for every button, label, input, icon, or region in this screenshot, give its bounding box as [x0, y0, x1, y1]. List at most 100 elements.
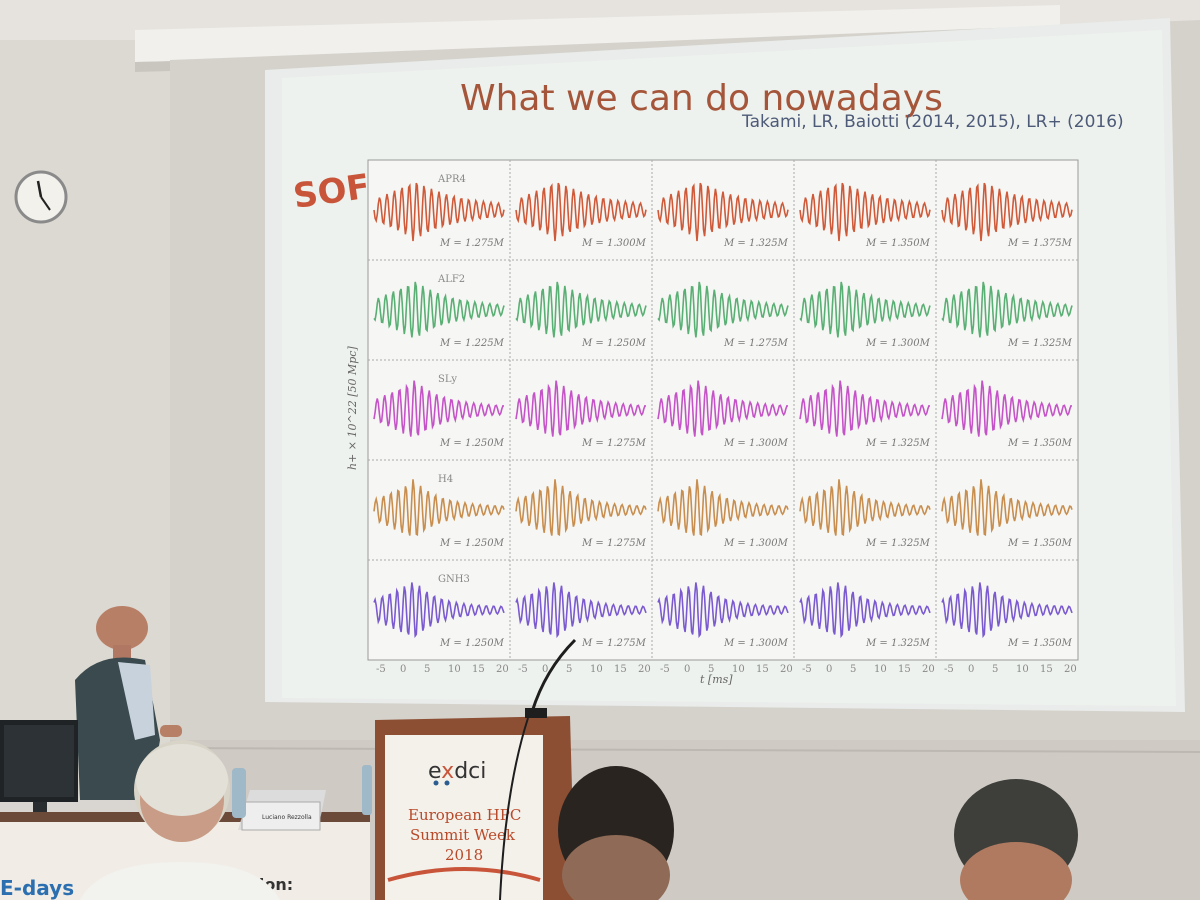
- x-tick-label: -5: [802, 664, 812, 675]
- waveform-trace: [941, 281, 1073, 338]
- panel-mass-label: M = 1.350M: [1007, 538, 1073, 549]
- waveform-trace: [941, 182, 1073, 242]
- panel-mass-label: M = 1.275M: [723, 338, 789, 349]
- waveform-trace: [657, 479, 789, 537]
- svg-text:Luciano Rezzolla: Luciano Rezzolla: [262, 814, 312, 821]
- waveform-trace: [515, 380, 647, 437]
- panel-mass-label: M = 1.350M: [1007, 638, 1073, 649]
- x-tick-label: -5: [376, 664, 386, 675]
- audience-member: [954, 779, 1078, 900]
- audience-member: [558, 766, 674, 900]
- waveform-trace: [799, 380, 931, 437]
- podium-line-1: European HPC: [408, 806, 521, 824]
- x-tick-label: 10: [732, 664, 745, 675]
- waveform-trace: [373, 281, 505, 338]
- panel-mass-label: M = 1.325M: [865, 538, 931, 549]
- nameplate: Luciano Rezzolla: [238, 790, 326, 831]
- x-tick-label: 0: [826, 664, 832, 675]
- screen-housing: [135, 5, 1060, 62]
- x-tick-label: 5: [708, 664, 714, 675]
- left-wall: [0, 40, 170, 760]
- panel-mass-label: M = 1.325M: [1007, 338, 1073, 349]
- x-tick-label: 0: [684, 664, 690, 675]
- x-tick-label: 10: [874, 664, 887, 675]
- monitor: [0, 720, 78, 820]
- waveform-trace: [515, 582, 647, 639]
- x-tick-label: 15: [614, 664, 627, 675]
- waveform-trace: [373, 582, 505, 639]
- x-axis-label: t [ms]: [700, 673, 733, 686]
- panel-mass-label: M = 1.250M: [439, 538, 505, 549]
- water-bottle: [232, 768, 246, 818]
- podium: exdci European HPC Summit Week 2018: [375, 716, 575, 900]
- waveform-trace: [799, 281, 931, 338]
- water-bottle: [362, 765, 372, 815]
- x-tick-label: 0: [542, 664, 548, 675]
- panel-mass-label: M = 1.275M: [581, 638, 647, 649]
- panel-mass-label: M = 1.275M: [581, 438, 647, 449]
- x-tick-label: 20: [638, 664, 651, 675]
- x-tick-label: 5: [566, 664, 572, 675]
- x-tick-label: -5: [944, 664, 954, 675]
- microphone: [530, 638, 577, 713]
- x-tick-label: 15: [898, 664, 911, 675]
- y-axis-label: h+ × 10^22 [50 Mpc]: [346, 346, 359, 470]
- waveform-trace: [657, 281, 789, 338]
- x-tick-label: 10: [1016, 664, 1029, 675]
- waveform-trace: [799, 582, 931, 639]
- podium-line-3: 2018: [445, 846, 483, 864]
- panel-mass-label: M = 1.250M: [439, 638, 505, 649]
- panel-mass-label: M = 1.300M: [723, 538, 789, 549]
- panel-mass-label: M = 1.275M: [581, 538, 647, 549]
- slide-subtitle: Takami, LR, Baiotti (2014, 2015), LR+ (2…: [741, 112, 1124, 132]
- x-tick-label: -5: [518, 664, 528, 675]
- podium-line-2: Summit Week: [410, 826, 516, 844]
- wall-clock: [14, 170, 68, 224]
- svg-text:E-days: E-days: [0, 876, 74, 900]
- panel-mass-label: M = 1.375M: [1007, 238, 1073, 249]
- x-tick-label: 0: [968, 664, 974, 675]
- x-tick-label: 15: [756, 664, 769, 675]
- x-tick-label: 5: [850, 664, 856, 675]
- waveform-trace: [941, 380, 1073, 437]
- panel-mass-label: M = 1.325M: [865, 438, 931, 449]
- x-tick-label: 20: [922, 664, 935, 675]
- x-tick-label: 10: [590, 664, 603, 675]
- waveform-trace: [799, 182, 931, 242]
- waveform-trace: [657, 182, 789, 242]
- x-tick-label: -5: [660, 664, 670, 675]
- x-tick-label: 5: [992, 664, 998, 675]
- x-tick-label: 20: [780, 664, 793, 675]
- panel-eos-label: H4: [438, 474, 453, 485]
- panel-mass-label: M = 1.250M: [581, 338, 647, 349]
- x-tick-label: 0: [400, 664, 406, 675]
- panel-mass-label: M = 1.300M: [723, 638, 789, 649]
- waveform-trace: [373, 380, 505, 437]
- slide-title: What we can do nowadays: [460, 78, 943, 119]
- panel-mass-label: M = 1.250M: [439, 438, 505, 449]
- waveform-trace: [373, 182, 505, 242]
- x-tick-label: 15: [472, 664, 485, 675]
- waveform-trace: [515, 479, 647, 537]
- x-tick-label: 5: [424, 664, 430, 675]
- x-tick-label: 20: [1064, 664, 1077, 675]
- exdci-logo: exdci: [428, 759, 486, 784]
- panel-mass-label: M = 1.350M: [865, 238, 931, 249]
- panel-mass-label: M = 1.325M: [865, 638, 931, 649]
- x-tick-label: 15: [1040, 664, 1053, 675]
- panel-eos-label: GNH3: [438, 574, 470, 585]
- panel-mass-label: M = 1.300M: [581, 238, 647, 249]
- waveform-trace: [657, 582, 789, 639]
- panel-mass-label: M = 1.300M: [865, 338, 931, 349]
- audience-member: [80, 740, 280, 900]
- waveform-trace: [515, 182, 647, 242]
- waveform-trace: [373, 479, 505, 537]
- panel-eos-label: SLy: [438, 374, 457, 385]
- panel-mass-label: M = 1.225M: [439, 338, 505, 349]
- panel-mass-label: M = 1.300M: [723, 438, 789, 449]
- panel-mass-label: M = 1.350M: [1007, 438, 1073, 449]
- panel-mass-label: M = 1.325M: [723, 238, 789, 249]
- panel-eos-label: APR4: [437, 174, 466, 185]
- panel-eos-label: ALF2: [437, 274, 465, 285]
